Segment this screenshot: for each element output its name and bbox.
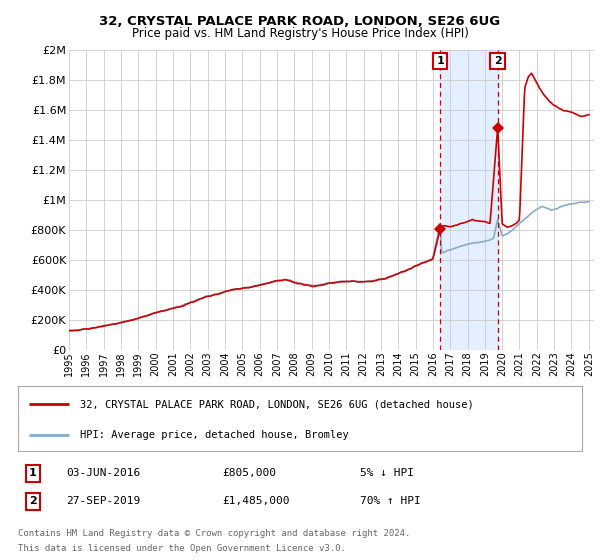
Text: This data is licensed under the Open Government Licence v3.0.: This data is licensed under the Open Gov… — [18, 544, 346, 553]
Text: 70% ↑ HPI: 70% ↑ HPI — [360, 496, 421, 506]
Text: 27-SEP-2019: 27-SEP-2019 — [66, 496, 140, 506]
Text: £1,485,000: £1,485,000 — [222, 496, 290, 506]
Text: Contains HM Land Registry data © Crown copyright and database right 2024.: Contains HM Land Registry data © Crown c… — [18, 529, 410, 538]
Text: 32, CRYSTAL PALACE PARK ROAD, LONDON, SE26 6UG: 32, CRYSTAL PALACE PARK ROAD, LONDON, SE… — [100, 15, 500, 27]
Text: 1: 1 — [436, 56, 444, 66]
Text: Price paid vs. HM Land Registry's House Price Index (HPI): Price paid vs. HM Land Registry's House … — [131, 27, 469, 40]
Text: 03-JUN-2016: 03-JUN-2016 — [66, 468, 140, 478]
Text: 32, CRYSTAL PALACE PARK ROAD, LONDON, SE26 6UG (detached house): 32, CRYSTAL PALACE PARK ROAD, LONDON, SE… — [80, 399, 474, 409]
Text: £805,000: £805,000 — [222, 468, 276, 478]
Text: 5% ↓ HPI: 5% ↓ HPI — [360, 468, 414, 478]
Text: 2: 2 — [494, 56, 502, 66]
Text: 1: 1 — [29, 468, 37, 478]
Bar — [440, 50, 497, 350]
Text: HPI: Average price, detached house, Bromley: HPI: Average price, detached house, Brom… — [80, 430, 349, 440]
Text: 2: 2 — [29, 496, 37, 506]
